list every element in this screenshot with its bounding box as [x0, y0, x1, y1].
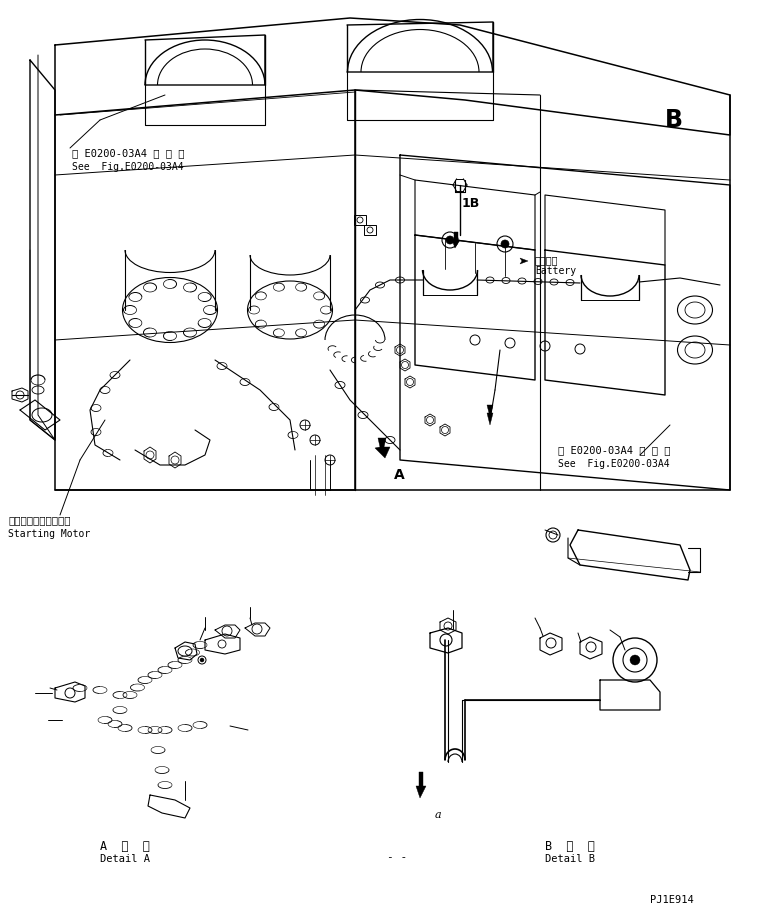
- Text: a: a: [435, 810, 441, 820]
- Text: B  詳  細: B 詳 細: [545, 840, 595, 853]
- Text: Starting Motor: Starting Motor: [8, 529, 90, 539]
- Text: バッテリ: バッテリ: [535, 255, 558, 265]
- Circle shape: [200, 658, 204, 662]
- Text: 1B: 1B: [462, 197, 480, 210]
- Text: Detail A: Detail A: [100, 854, 150, 864]
- Text: A: A: [394, 468, 405, 482]
- Polygon shape: [452, 232, 460, 248]
- Polygon shape: [487, 405, 493, 425]
- Text: Detail B: Detail B: [545, 854, 595, 864]
- Text: 第 E0200-03A4 図 参 照: 第 E0200-03A4 図 参 照: [72, 148, 184, 158]
- Text: See  Fig.E0200-03A4: See Fig.E0200-03A4: [558, 459, 669, 469]
- Text: PJ1E914: PJ1E914: [650, 895, 694, 905]
- Circle shape: [630, 655, 640, 665]
- Text: A  詳  細: A 詳 細: [100, 840, 150, 853]
- Text: - -: - -: [387, 852, 407, 862]
- Circle shape: [446, 236, 454, 244]
- Polygon shape: [416, 772, 426, 798]
- Text: スターティングモータ: スターティングモータ: [8, 515, 70, 525]
- Circle shape: [501, 240, 509, 248]
- Text: B: B: [665, 108, 683, 132]
- Bar: [354, 215, 366, 225]
- Polygon shape: [520, 258, 528, 264]
- Bar: [364, 225, 376, 235]
- Text: Battery: Battery: [535, 266, 576, 276]
- Polygon shape: [375, 438, 390, 458]
- Text: See  Fig.E0200-03A4: See Fig.E0200-03A4: [72, 162, 184, 172]
- Text: 第 E0200-03A4 図 参 照: 第 E0200-03A4 図 参 照: [558, 445, 670, 455]
